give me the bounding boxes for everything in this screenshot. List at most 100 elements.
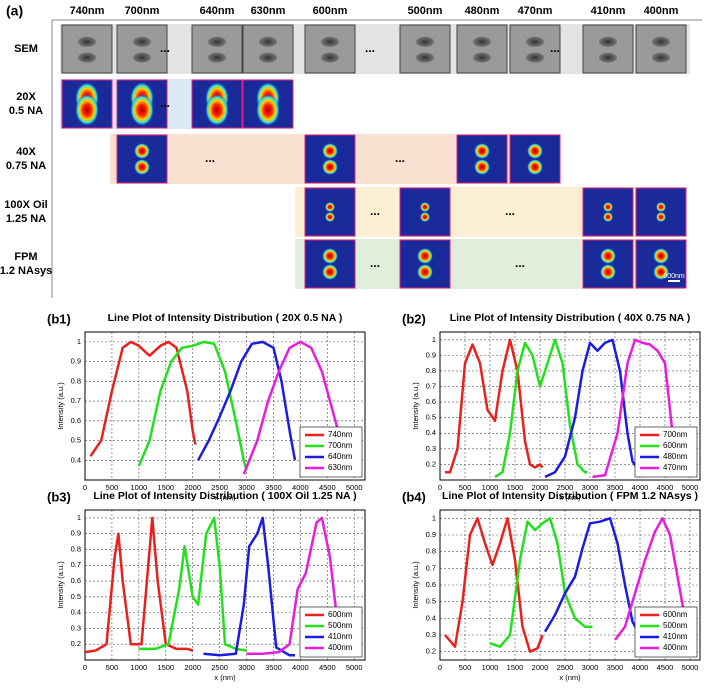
intensity-spot — [322, 159, 338, 175]
series-line — [89, 340, 197, 458]
y-tick-label: 0.8 — [426, 547, 436, 556]
x-tick-label: 4500 — [657, 483, 674, 492]
row-label: SEM — [14, 43, 38, 55]
y-tick-label: 1 — [432, 513, 436, 522]
column-label: 470nm — [518, 5, 553, 17]
intensity-spot — [653, 248, 669, 264]
legend-label: 600nm — [328, 610, 353, 619]
column-label: 600nm — [313, 5, 348, 17]
y-tick-label: 0.2 — [426, 647, 436, 656]
x-tick-label: 1000 — [482, 483, 499, 492]
row-label: 0.5 NA — [9, 105, 43, 117]
x-tick-label: 2500 — [557, 663, 574, 672]
intensity-spot — [603, 212, 613, 222]
x-tick-label: 1500 — [507, 663, 524, 672]
intensity-spot — [420, 202, 430, 212]
row-label: 0.75 NA — [6, 160, 46, 172]
x-tick-label: 0 — [438, 483, 442, 492]
sem-image — [242, 24, 294, 74]
row-label: 1.2 NAsys — [0, 265, 52, 277]
x-tick-label: 4500 — [657, 663, 674, 672]
y-tick-label: 0.7 — [426, 563, 436, 572]
ellipsis: ... — [395, 151, 405, 165]
sem-image — [61, 24, 113, 74]
y-tick-label: 0.4 — [71, 608, 81, 617]
ellipsis: ... — [370, 204, 380, 218]
row-label: 20X — [16, 91, 36, 103]
intensity-spot — [527, 159, 543, 175]
intensity-spot — [420, 212, 430, 222]
series-line — [444, 517, 544, 653]
x-tick-label: 4500 — [319, 663, 336, 672]
x-tick-label: 4000 — [632, 483, 649, 492]
plot-frame — [84, 509, 366, 661]
y-tick-label: 0.6 — [426, 397, 436, 406]
y-tick-label: 0.6 — [71, 416, 81, 425]
x-tick-label: 2000 — [532, 483, 549, 492]
legend-label: 700nm — [328, 441, 353, 450]
intensity-spot — [205, 94, 229, 126]
sem-hole — [526, 52, 544, 63]
panel-label: (b4) — [402, 489, 426, 504]
y-tick-label: 0.6 — [71, 576, 81, 585]
ellipsis: ... — [365, 41, 375, 55]
x-axis-label: x (nm) — [559, 493, 581, 502]
intensity-spot — [653, 264, 669, 280]
y-tick-label: 0.5 — [426, 413, 436, 422]
y-tick-label: 0.3 — [426, 444, 436, 453]
x-tick-label: 1000 — [131, 483, 148, 492]
y-tick-label: 0.6 — [426, 580, 436, 589]
y-tick-label: 1 — [77, 513, 81, 522]
series-line — [138, 516, 247, 652]
legend-label: 700nm — [663, 430, 688, 439]
sem-image — [191, 24, 243, 74]
column-label: 400nm — [644, 5, 679, 17]
scale-bar-label: 600nm — [663, 273, 685, 280]
ellipsis: ... — [160, 41, 170, 55]
sem-hole — [416, 52, 434, 63]
x-tick-label: 5000 — [346, 483, 363, 492]
series-line — [445, 338, 544, 474]
legend-label: 400nm — [328, 643, 353, 652]
row-label: 1.25 NA — [6, 213, 46, 225]
series-line — [242, 340, 345, 475]
x-tick-label: 1500 — [157, 483, 174, 492]
legend-label: 410nm — [663, 632, 688, 641]
intensity-spot — [130, 94, 154, 126]
sem-hole — [208, 52, 226, 63]
sem-hole — [526, 36, 544, 47]
chart-title: Line Plot of Intensity Distribution ( 40… — [450, 312, 691, 324]
y-axis-label: Intensity (a.u.) — [411, 382, 420, 430]
series-line — [614, 517, 689, 641]
y-tick-label: 0.7 — [71, 560, 81, 569]
intensity-spot — [75, 94, 99, 126]
sem-image — [399, 24, 451, 74]
series-line — [197, 340, 297, 461]
sem-hole — [78, 52, 96, 63]
x-tick-label: 3000 — [582, 483, 599, 492]
column-label: 500nm — [408, 5, 443, 17]
x-tick-label: 1000 — [482, 663, 499, 672]
x-tick-label: 0 — [83, 663, 87, 672]
intensity-spot — [325, 212, 335, 222]
sem-hole — [321, 36, 339, 47]
intensity-spot — [322, 264, 338, 280]
sem-hole — [473, 52, 491, 63]
legend-label: 630nm — [328, 463, 353, 472]
sem-hole — [133, 36, 151, 47]
plot-frame — [439, 331, 701, 481]
column-label: 640nm — [200, 5, 235, 17]
x-tick-label: 1500 — [507, 483, 524, 492]
column-label: 700nm — [125, 5, 160, 17]
panel-label: (b3) — [47, 489, 71, 504]
intensity-spot — [656, 212, 666, 222]
x-tick-label: 4000 — [292, 663, 309, 672]
sem-hole — [321, 52, 339, 63]
sem-hole — [473, 36, 491, 47]
sem-hole — [652, 52, 670, 63]
x-tick-label: 2000 — [184, 483, 201, 492]
column-label: 410nm — [591, 5, 626, 17]
sem-image — [116, 24, 168, 74]
x-tick-label: 4000 — [292, 483, 309, 492]
